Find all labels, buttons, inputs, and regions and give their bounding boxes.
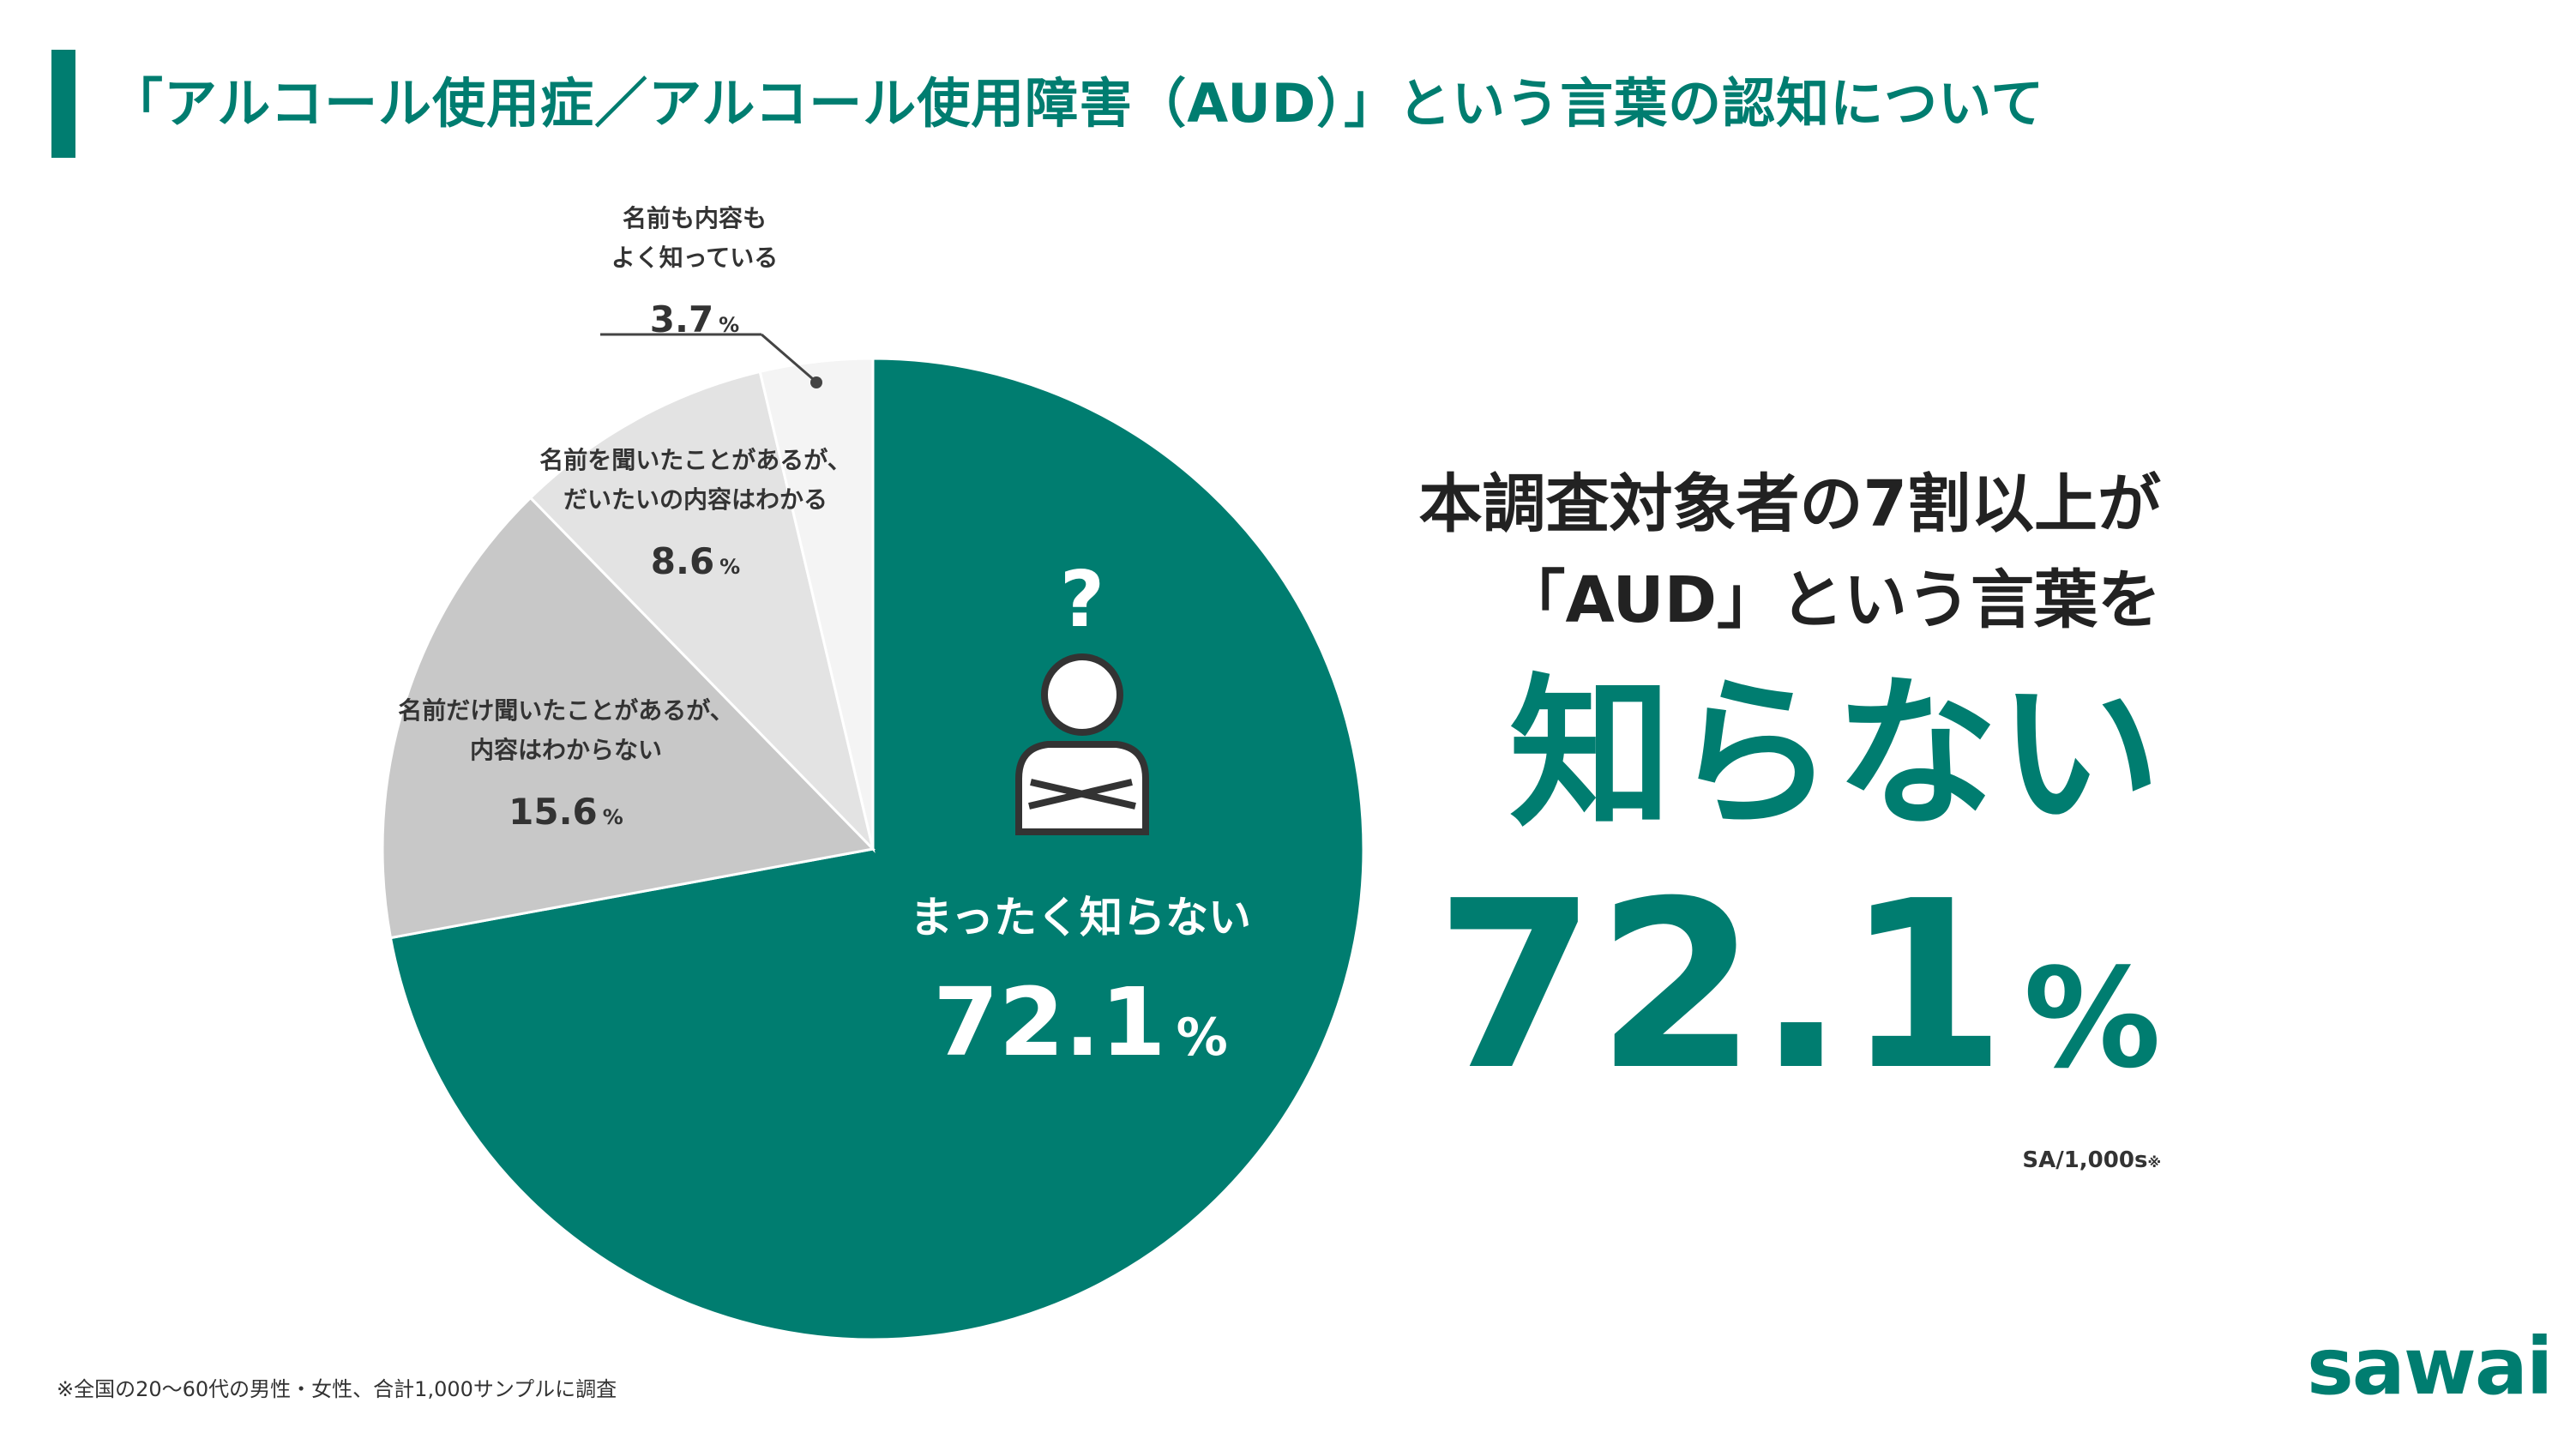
leader-dot: [810, 376, 822, 388]
slice-label-name-only: 名前だけ聞いたことがあるが、 内容はわからない 15.6%: [398, 696, 734, 833]
slice-label-know-well: 名前も内容も よく知っている 3.7%: [611, 204, 779, 340]
leader-line-diagonal: [761, 333, 814, 381]
footnote: ※全国の20～60代の男性・女性、合計1,000サンプルに調査: [57, 1377, 617, 1401]
headline-line2: 「AUD」という言葉を: [1502, 563, 2161, 637]
headline-line1: 本調査対象者の7割以上が: [1418, 467, 2162, 541]
slice-not-know: [388, 357, 1365, 1341]
main-value: 72.1%: [933, 967, 1228, 1077]
slice-know-well: [758, 357, 875, 850]
person-icon: ?: [1015, 555, 1149, 835]
slice-name-only: [381, 496, 876, 940]
question-mark-icon: ?: [1060, 555, 1104, 645]
slice-label-main: まったく知らない 72.1%: [900, 883, 1261, 1077]
slice-label-roughly-know: 名前を聞いたことがあるが、 だいたいの内容はわかる 8.6%: [539, 446, 852, 582]
page-title: 「アルコール使用症／アルコール使用障害（AUD）」という言葉の認知について: [110, 72, 2045, 135]
title-accent-bar: [51, 50, 75, 158]
sample-note: SA/1,000s※: [2022, 1147, 2161, 1173]
sawai-logo: sawai: [2307, 1321, 2553, 1412]
headline-line3: 知らない: [1508, 659, 2161, 849]
main-label: まったく知らない: [910, 893, 1251, 942]
headline-value: 72.1%: [1435, 851, 2161, 1121]
